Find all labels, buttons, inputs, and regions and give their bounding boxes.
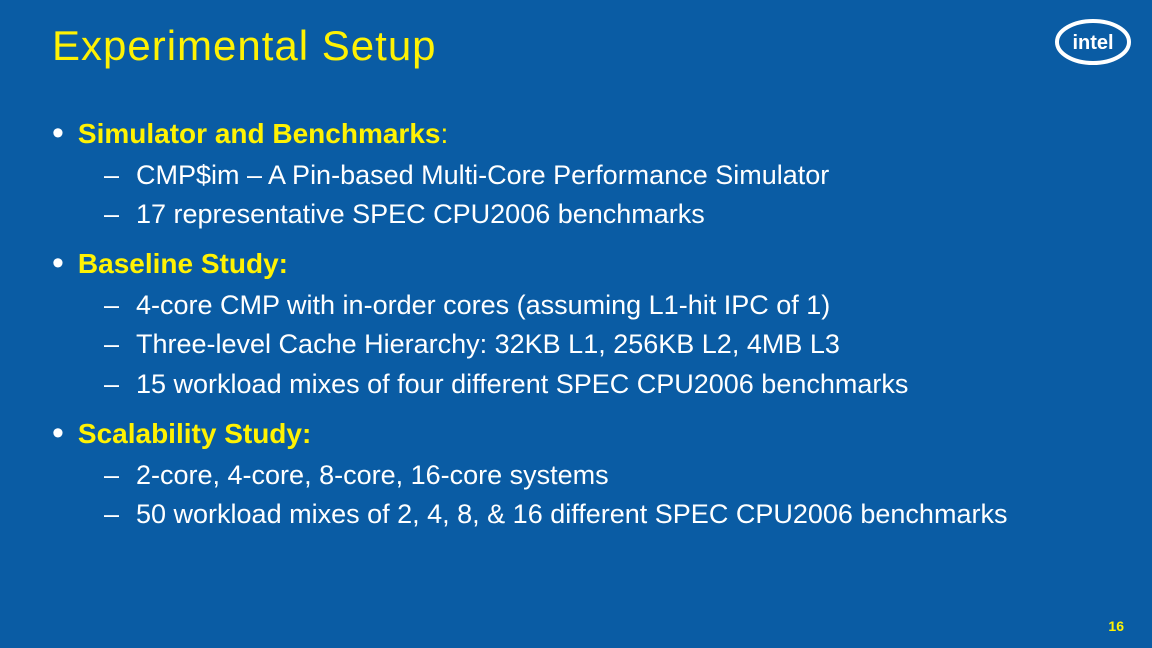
slide: Experimental Setup intel • Simulator and… — [0, 0, 1152, 648]
dash-icon: – — [104, 456, 119, 495]
list-item: –50 workload mixes of 2, 4, 8, & 16 diff… — [136, 495, 1112, 534]
page-number: 16 — [1108, 618, 1124, 634]
section-head: • Baseline Study: — [52, 248, 1112, 282]
list-item-text: 15 workload mixes of four different SPEC… — [136, 369, 908, 399]
bullet-icon: • — [52, 116, 64, 150]
section-title-text: Simulator and Benchmarks — [78, 118, 441, 149]
list-item: –15 workload mixes of four different SPE… — [136, 365, 1112, 404]
bullet-icon: • — [52, 246, 64, 280]
section-title: Scalability Study: — [78, 418, 311, 450]
section-head: • Simulator and Benchmarks: — [52, 118, 1112, 152]
list-item-text: Three-level Cache Hierarchy: 32KB L1, 25… — [136, 329, 840, 359]
section-simulator: • Simulator and Benchmarks: –CMP$im – A … — [52, 118, 1112, 234]
section-head: • Scalability Study: — [52, 418, 1112, 452]
section-title-text: Scalability Study: — [78, 418, 311, 449]
list-item: –17 representative SPEC CPU2006 benchmar… — [136, 195, 1112, 234]
slide-title: Experimental Setup — [52, 22, 437, 70]
section-title-colon: : — [440, 118, 448, 149]
dash-icon: – — [104, 195, 119, 234]
dash-icon: – — [104, 495, 119, 534]
section-scalability: • Scalability Study: –2-core, 4-core, 8-… — [52, 418, 1112, 534]
list-item-text: 2-core, 4-core, 8-core, 16-core systems — [136, 460, 609, 490]
list-item-text: 50 workload mixes of 2, 4, 8, & 16 diffe… — [136, 499, 1007, 529]
section-items: –2-core, 4-core, 8-core, 16-core systems… — [52, 456, 1112, 534]
dash-icon: – — [104, 365, 119, 404]
list-item-text: 17 representative SPEC CPU2006 benchmark… — [136, 199, 705, 229]
slide-content: • Simulator and Benchmarks: –CMP$im – A … — [52, 118, 1112, 548]
intel-logo-icon: intel — [1054, 18, 1132, 71]
dash-icon: – — [104, 156, 119, 195]
dash-icon: – — [104, 286, 119, 325]
section-title-text: Baseline Study: — [78, 248, 288, 279]
list-item: –CMP$im – A Pin-based Multi-Core Perform… — [136, 156, 1112, 195]
bullet-icon: • — [52, 416, 64, 450]
list-item: –4-core CMP with in-order cores (assumin… — [136, 286, 1112, 325]
list-item: –2-core, 4-core, 8-core, 16-core systems — [136, 456, 1112, 495]
list-item-text: 4-core CMP with in-order cores (assuming… — [136, 290, 830, 320]
list-item: –Three-level Cache Hierarchy: 32KB L1, 2… — [136, 325, 1112, 364]
section-title: Baseline Study: — [78, 248, 288, 280]
section-items: –4-core CMP with in-order cores (assumin… — [52, 286, 1112, 403]
section-items: –CMP$im – A Pin-based Multi-Core Perform… — [52, 156, 1112, 234]
dash-icon: – — [104, 325, 119, 364]
list-item-text: CMP$im – A Pin-based Multi-Core Performa… — [136, 160, 829, 190]
svg-text:intel: intel — [1072, 32, 1113, 54]
section-title: Simulator and Benchmarks: — [78, 118, 448, 150]
section-baseline: • Baseline Study: –4-core CMP with in-or… — [52, 248, 1112, 403]
